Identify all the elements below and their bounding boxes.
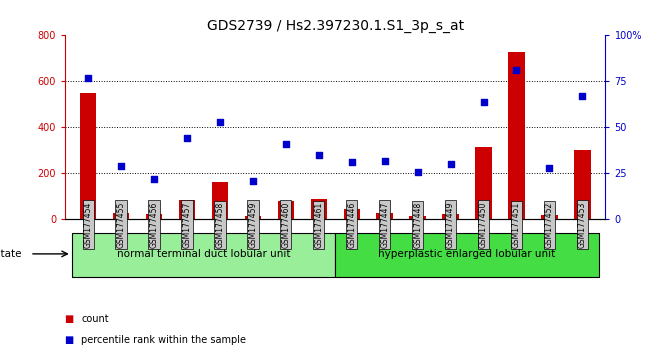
- Text: ■: ■: [65, 335, 77, 345]
- Bar: [508, 51, 525, 219]
- Text: GSM177448: GSM177448: [413, 202, 422, 248]
- Bar: [146, 214, 162, 219]
- Text: GSM177455: GSM177455: [117, 201, 126, 248]
- Bar: [311, 199, 327, 219]
- Point: [544, 165, 555, 171]
- Text: GSM177459: GSM177459: [249, 201, 257, 248]
- Bar: [72, 233, 335, 277]
- Text: GSM177450: GSM177450: [479, 201, 488, 248]
- Point: [413, 169, 423, 175]
- Text: GSM177452: GSM177452: [545, 202, 554, 248]
- Bar: [212, 182, 229, 219]
- Bar: [113, 212, 130, 219]
- Bar: [344, 209, 360, 219]
- Point: [83, 75, 93, 81]
- Bar: [442, 214, 459, 219]
- Text: GSM177461: GSM177461: [314, 202, 324, 248]
- Title: GDS2739 / Hs2.397230.1.S1_3p_s_at: GDS2739 / Hs2.397230.1.S1_3p_s_at: [207, 19, 464, 33]
- Point: [314, 152, 324, 158]
- Bar: [80, 93, 96, 219]
- Point: [182, 136, 192, 141]
- Point: [346, 160, 357, 165]
- Bar: [179, 200, 195, 219]
- Bar: [277, 201, 294, 219]
- Point: [116, 163, 126, 169]
- Point: [380, 158, 390, 164]
- Bar: [376, 212, 393, 219]
- Text: GSM177453: GSM177453: [578, 201, 587, 248]
- Text: GSM177446: GSM177446: [347, 201, 356, 248]
- Point: [577, 93, 588, 99]
- Text: disease state: disease state: [0, 249, 22, 259]
- Text: GSM177451: GSM177451: [512, 202, 521, 248]
- Bar: [475, 147, 492, 219]
- Bar: [541, 215, 558, 219]
- Point: [281, 141, 291, 147]
- Point: [247, 178, 258, 184]
- Point: [215, 119, 225, 125]
- Text: GSM177460: GSM177460: [281, 201, 290, 248]
- Text: count: count: [81, 314, 109, 324]
- Point: [149, 176, 159, 182]
- Text: normal terminal duct lobular unit: normal terminal duct lobular unit: [117, 249, 290, 259]
- Text: GSM177454: GSM177454: [84, 201, 92, 248]
- Text: ■: ■: [65, 314, 77, 324]
- Point: [478, 99, 489, 104]
- Bar: [409, 216, 426, 219]
- Text: GSM177457: GSM177457: [182, 201, 191, 248]
- Bar: [245, 216, 261, 219]
- Point: [445, 161, 456, 167]
- Point: [511, 68, 521, 73]
- Text: GSM177456: GSM177456: [150, 201, 159, 248]
- Text: GSM177447: GSM177447: [380, 201, 389, 248]
- Text: GSM177458: GSM177458: [215, 202, 225, 248]
- Text: GSM177449: GSM177449: [446, 201, 455, 248]
- Text: hyperplastic enlarged lobular unit: hyperplastic enlarged lobular unit: [378, 249, 556, 259]
- Bar: [574, 150, 590, 219]
- Text: percentile rank within the sample: percentile rank within the sample: [81, 335, 246, 345]
- Bar: [335, 233, 599, 277]
